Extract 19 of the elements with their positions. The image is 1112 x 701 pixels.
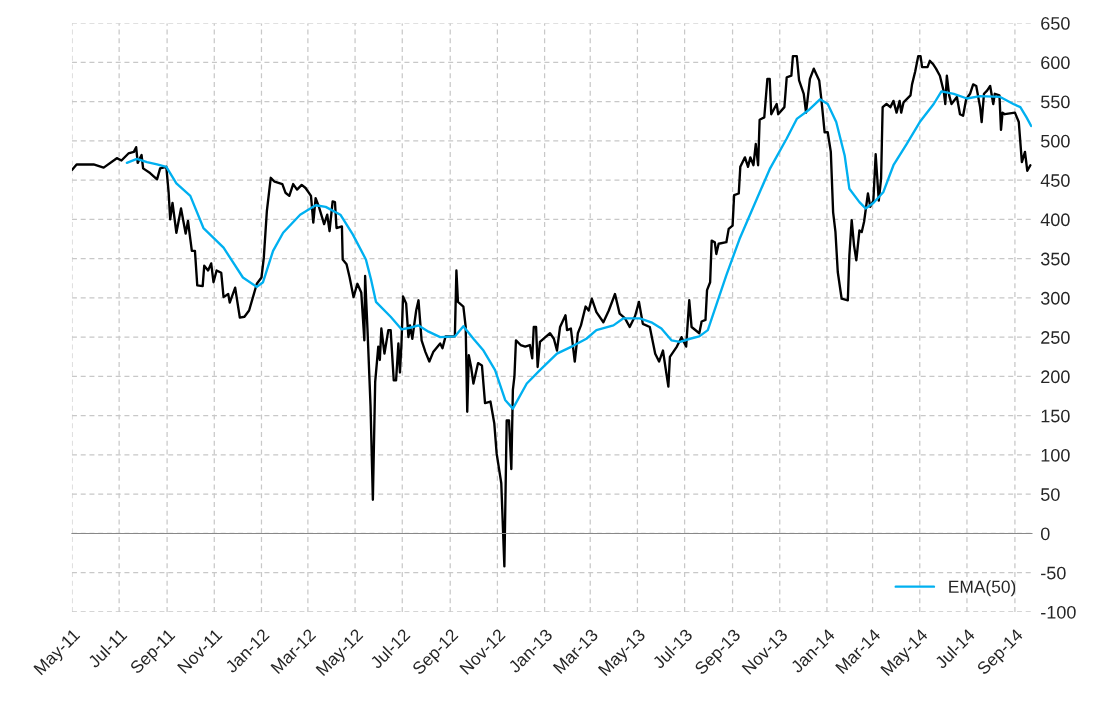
y-tick-label: 350 [1040,252,1070,266]
y-tick-label: -100 [1041,605,1076,619]
y-tick-label: 200 [1041,370,1070,384]
y-tick-label: 100 [1041,448,1070,462]
y-tick-label: 600 [1041,56,1070,70]
y-tick-label: 150 [1041,409,1070,423]
y-tick-label: -50 [1041,566,1066,580]
line-series [125,90,1032,410]
y-tick-label: 300 [1040,291,1070,305]
y-tick-label: 550 [1040,95,1070,109]
y-tick-label: 650 [1041,17,1070,30]
y-tick-label: 50 [1040,488,1060,501]
y-tick-label: 400 [1040,213,1070,227]
legend-label: EMA(50) [949,580,1016,597]
y-tick-label: 500 [1040,134,1070,148]
line-series [71,54,1032,568]
y-tick-label: 0 [1040,527,1050,541]
y-tick-label: 250 [1041,331,1070,344]
y-tick-label: 450 [1040,174,1070,187]
